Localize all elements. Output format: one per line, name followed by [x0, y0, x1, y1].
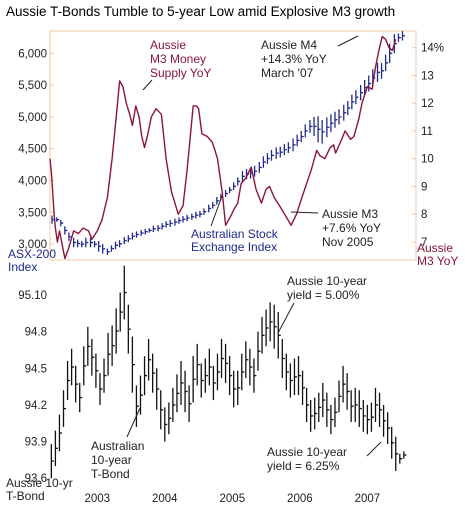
right-axis-tick-label: 9	[421, 181, 427, 193]
bottom-axis-label-line-2: T-Bond	[6, 489, 45, 503]
bottom-axis-label-line-1: Aussie 10-yr	[6, 476, 73, 490]
bottom-axis-tick-label: 94.8	[25, 327, 47, 339]
annotation-yield-625-line-2: yield = 6.25%	[267, 459, 340, 473]
annotation-m3-line-2: M3 Money	[150, 52, 206, 66]
left-axis-tick-label: 5,500	[18, 80, 47, 92]
bottom-x-axis: 2003 2004 2005 2006 2007	[84, 493, 380, 505]
right-axis-tick-label: 7	[421, 237, 427, 249]
series-m3-yoy-line	[49, 35, 397, 260]
annotation-asx-leader	[210, 195, 223, 227]
right-axis-label-line-1: Aussie	[417, 241, 453, 255]
right-axis-label-line-2: M3 YoY	[417, 254, 458, 268]
annotation-m3-nov-leader	[290, 211, 319, 214]
right-axis-tick-label: 13	[421, 70, 434, 82]
x-axis-tick-label: 2004	[152, 493, 178, 505]
annotation-yield-5-leader	[277, 302, 295, 334]
annotation-yield-5-line-1: Aussie 10-year	[287, 274, 367, 288]
annotation-tbond-line-1: Australian	[91, 439, 144, 453]
bottom-axis-tick-label: 93.9	[25, 437, 47, 449]
left-axis-tick-label: 4,000	[18, 175, 47, 187]
series-tbond	[50, 265, 407, 479]
annotation-yield-5: Aussie 10-year yield = 5.00%	[287, 274, 367, 302]
right-axis-tick-label: 14%	[421, 43, 444, 55]
annotation-tbond-line-3: T-Bond	[91, 467, 130, 481]
bottom-axis-tick-label: 93.6	[25, 473, 47, 485]
annotation-m3-money-supply: Aussie M3 Money Supply YoY	[150, 38, 211, 80]
bottom-plot-area	[50, 265, 407, 479]
annotation-yield-5-line-2: yield = 5.00%	[287, 288, 360, 302]
bottom-axis-tick-label: 94.2	[25, 400, 47, 412]
x-axis-tick-label: 2005	[220, 493, 246, 505]
annotation-m3-leader	[142, 79, 153, 91]
right-axis-tick-label: 8	[421, 209, 427, 221]
annotation-australian-tbond: Australian 10-year T-Bond	[91, 439, 144, 481]
right-axis-tick-label: 10	[421, 154, 434, 166]
chart-title: Aussie T-Bonds Tumble to 5-year Low amid…	[6, 4, 395, 19]
x-axis-tick-label: 2003	[84, 493, 110, 505]
annotation-m3-nov-line-1: Aussie M3	[322, 207, 378, 221]
bottom-left-axis: 95.10 94.8 94.5 94.2 93.9 93.6	[18, 290, 47, 485]
annotation-asx-index: Australian Stock Exchange Index	[191, 227, 279, 254]
annotation-tbond-line-2: 10-year	[91, 453, 132, 467]
left-axis-tick-label: 3,000	[18, 239, 47, 251]
annotation-asx-line-2: Exchange Index	[191, 240, 277, 254]
annotation-tbond-leader	[126, 407, 141, 438]
annotation-yield-625-leader	[366, 441, 382, 457]
right-axis-tick-label: 11	[421, 126, 433, 138]
annotation-m3-nov-2005: Aussie M3 +7.6% YoY Nov 2005	[322, 207, 381, 249]
series-asx-index	[51, 31, 405, 255]
left-axis-label-line-2: Index	[8, 260, 37, 274]
annotation-m3-line-3: Supply YoY	[150, 66, 211, 80]
top-panel-frame	[49, 30, 417, 261]
bottom-axis-tick-label: 94.5	[25, 363, 47, 375]
left-axis-label-line-1: ASX-200	[8, 247, 56, 261]
bottom-axis-tick-label: 95.10	[18, 290, 47, 302]
top-right-axis: 14% 13 12 11 10 9 8 7	[412, 43, 444, 249]
right-axis-tick-label: 12	[421, 98, 434, 110]
annotation-m4: Aussie M4 +14.3% YoY March '07	[261, 38, 327, 80]
annotation-m3-nov-line-2: +7.6% YoY	[322, 221, 381, 235]
top-plot-area	[49, 31, 405, 260]
left-axis-tick-label: 5,000	[18, 112, 47, 124]
left-axis-tick-label: 3,500	[18, 207, 47, 219]
left-axis-tick-label: 4,500	[18, 144, 47, 156]
annotation-m4-leader	[337, 35, 359, 47]
annotation-asx-line-1: Australian Stock	[191, 227, 279, 241]
x-axis-tick-label: 2007	[355, 493, 381, 505]
annotation-m4-line-1: Aussie M4	[261, 38, 317, 52]
annotation-m3-line-1: Aussie	[150, 38, 186, 52]
x-axis-tick-label: 2006	[287, 493, 313, 505]
annotation-yield-625: Aussie 10-year yield = 6.25%	[267, 445, 347, 473]
annotation-m4-line-2: +14.3% YoY	[261, 52, 327, 66]
annotation-m4-line-3: March '07	[261, 66, 314, 80]
annotation-yield-625-line-1: Aussie 10-year	[267, 445, 347, 459]
left-axis-tick-label: 6,000	[18, 48, 47, 60]
annotation-m3-nov-line-3: Nov 2005	[322, 235, 374, 249]
top-left-axis: 6,000 5,500 5,000 4,500 4,000 3,500 3,000	[18, 48, 54, 251]
